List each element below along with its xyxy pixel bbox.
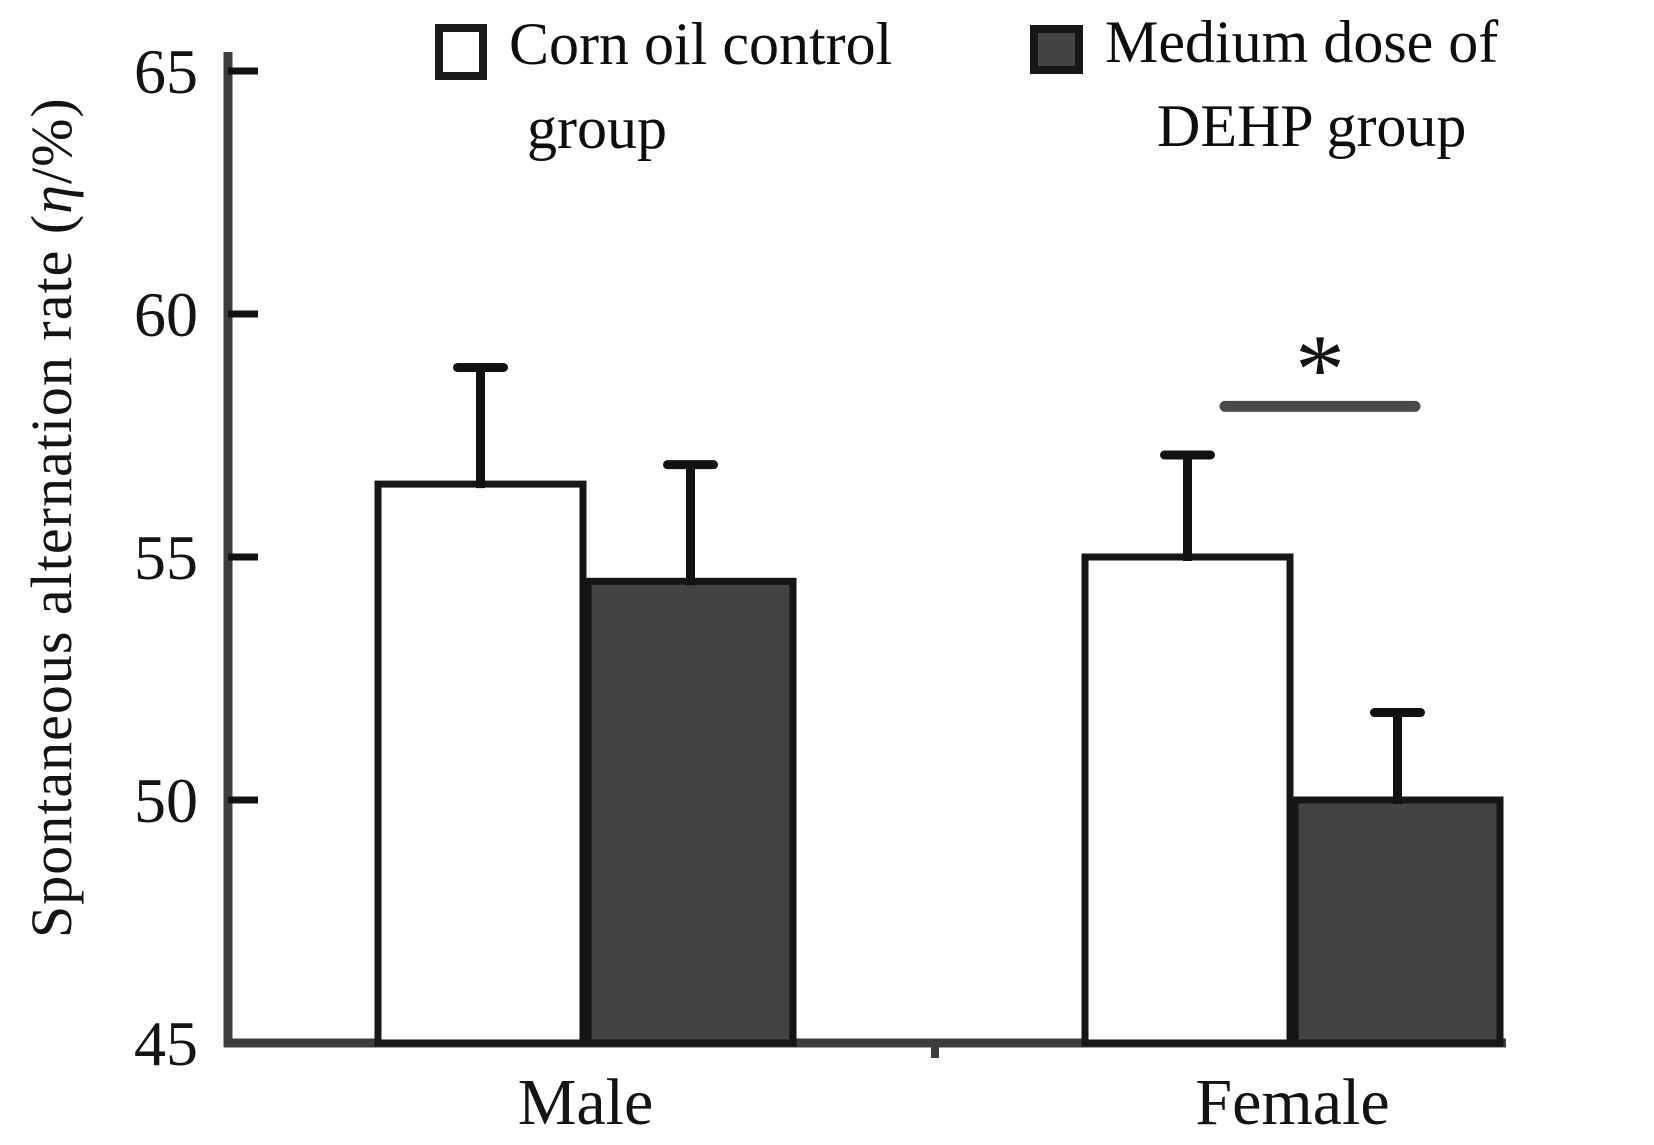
legend-item-corn-oil-control: Corn oil control group bbox=[435, 2, 892, 170]
y-axis-title-eta-symbol: η bbox=[19, 184, 84, 214]
legend-label-line: group bbox=[527, 95, 667, 161]
legend-swatch-medium-dehp bbox=[1030, 25, 1083, 74]
legend-label-corn-oil-control: Corn oil control group bbox=[509, 2, 892, 170]
legend-label-line: Corn oil control bbox=[509, 11, 893, 77]
significance-star: * bbox=[1295, 313, 1345, 424]
y-axis-title-text: Spontaneous alternation rate ( bbox=[19, 213, 84, 938]
legend-item-medium-dehp: Medium dose of DEHP group bbox=[1030, 0, 1498, 168]
bar-female-medium-dose-of-dehp-group bbox=[1291, 796, 1504, 1047]
y-axis-title-unit: /%) bbox=[19, 97, 84, 185]
legend-swatch-corn-oil-control bbox=[435, 24, 487, 80]
legend-label-medium-dehp: Medium dose of DEHP group bbox=[1105, 0, 1498, 168]
bar-male-medium-dose-of-dehp-group bbox=[584, 577, 797, 1047]
y-tick-label-55: 55 bbox=[134, 522, 198, 593]
legend-label-line: DEHP group bbox=[1157, 93, 1467, 159]
bar-female-corn-oil-control-group bbox=[1081, 553, 1294, 1047]
y-tick-label-50: 50 bbox=[134, 765, 198, 836]
y-tick-label-45: 45 bbox=[134, 1008, 198, 1079]
y-tick-label-65: 65 bbox=[134, 36, 198, 107]
y-tick-label-60: 60 bbox=[134, 279, 198, 350]
x-category-label-male: Male bbox=[518, 1066, 654, 1139]
x-category-label-female: Female bbox=[1195, 1066, 1389, 1139]
y-axis-title: Spontaneous alternation rate (η/%) bbox=[18, 97, 85, 938]
bar-male-corn-oil-control-group bbox=[374, 480, 587, 1047]
legend-label-line: Medium dose of bbox=[1105, 9, 1499, 75]
